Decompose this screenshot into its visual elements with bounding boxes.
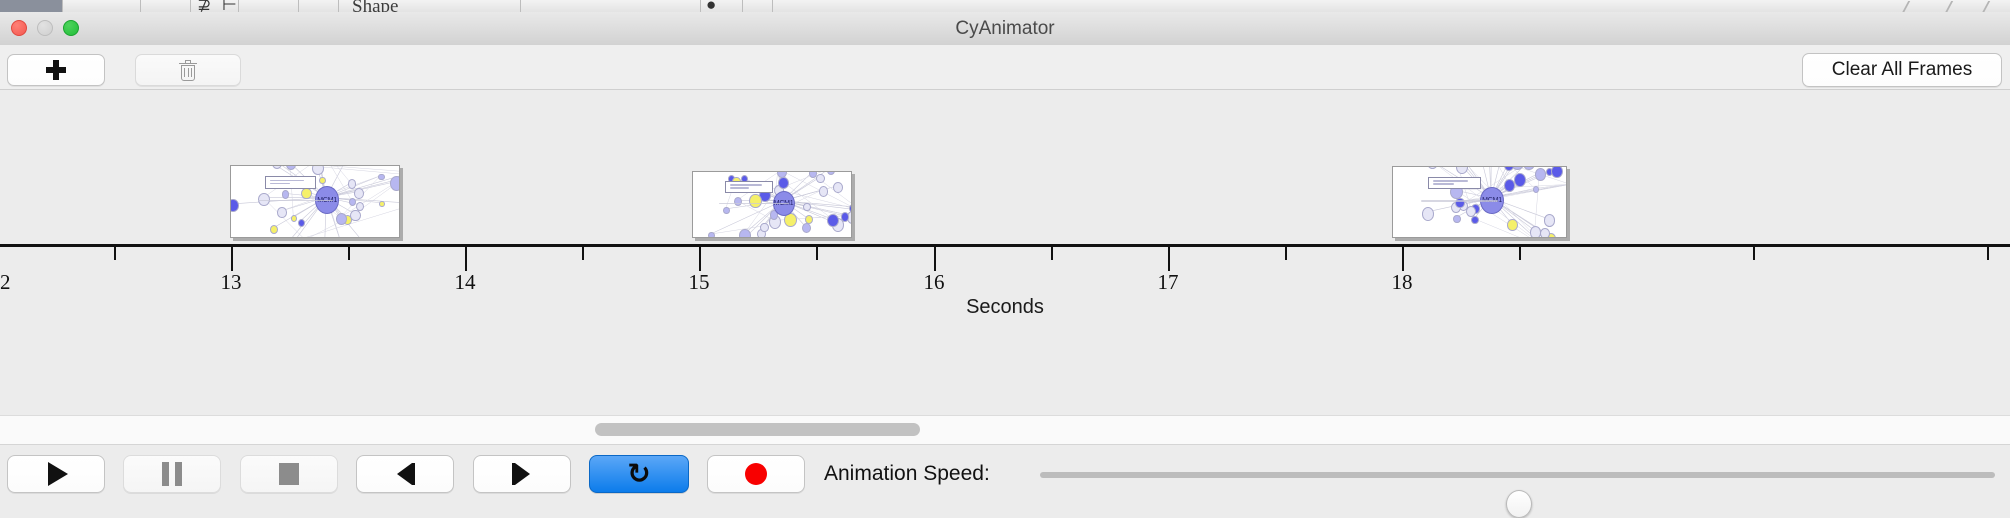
plus-icon [45, 59, 67, 81]
axis-minor-tick [1285, 247, 1287, 260]
stop-icon [279, 463, 299, 485]
graph-node [354, 188, 364, 199]
timeline-frame-thumbnail[interactable]: MCM1 [692, 171, 852, 238]
axis-tick-label: 12 [0, 270, 30, 295]
axis-major-tick [231, 247, 233, 271]
graph-node [298, 219, 305, 227]
animation-speed-knob[interactable] [1506, 490, 1532, 518]
graph-node [319, 177, 326, 184]
window-title: CyAnimator [0, 12, 2010, 45]
skip-forward-button[interactable] [473, 455, 571, 493]
graph-node [350, 210, 361, 222]
axis-minor-tick [816, 247, 818, 260]
title-bar[interactable]: CyAnimator [0, 12, 2010, 46]
axis-minor-tick [1987, 247, 1989, 260]
network-graph-preview: MCM1 [1393, 167, 1566, 237]
graph-node [1471, 216, 1479, 224]
graph-node [1507, 219, 1517, 231]
axis-tick-label: 14 [435, 270, 495, 295]
skip-back-icon [393, 462, 417, 486]
graph-node [734, 197, 742, 206]
axis-major-tick [699, 247, 701, 271]
graph-node [1535, 168, 1546, 180]
graph-node [760, 223, 768, 232]
graph-node [849, 204, 851, 213]
axis-tick-label: 17 [1138, 270, 1198, 295]
delete-frame-button[interactable] [135, 54, 241, 86]
graph-callout-box [265, 176, 316, 188]
record-button[interactable] [707, 455, 805, 493]
graph-node [749, 194, 761, 208]
axis-major-tick [934, 247, 936, 271]
scrollbar-thumb[interactable] [595, 423, 920, 436]
graph-callout-box [725, 181, 773, 192]
axis-tick-label: 16 [904, 270, 964, 295]
graph-node [1422, 207, 1434, 221]
graph-node [1540, 228, 1550, 237]
timeline-scrollbar[interactable] [0, 415, 2010, 445]
graph-node [1453, 215, 1460, 223]
axis-tick-label: 15 [669, 270, 729, 295]
axis-minor-tick [582, 247, 584, 260]
animation-speed-slider[interactable] [1040, 472, 1995, 478]
timeline-axis [0, 244, 2010, 247]
play-icon [48, 462, 68, 486]
background-active-tab [0, 0, 62, 12]
graph-node [301, 188, 311, 200]
timeline-frame-thumbnail[interactable]: MCM1 [1392, 166, 1567, 238]
axis-minor-tick [1051, 247, 1053, 260]
clear-all-frames-button[interactable]: Clear All Frames [1802, 53, 2002, 87]
graph-node [270, 225, 278, 234]
graph-node [816, 174, 824, 183]
skip-forward-icon [510, 462, 534, 486]
timeline-frame-thumbnail[interactable]: MCM1 [230, 165, 400, 238]
graph-node [277, 207, 286, 218]
play-button[interactable] [7, 455, 105, 493]
graph-node [390, 176, 399, 191]
graph-node [805, 215, 813, 224]
axis-minor-tick [1519, 247, 1521, 260]
axis-major-tick [1168, 247, 1170, 271]
skip-back-button[interactable] [356, 455, 454, 493]
axis-minor-tick [1753, 247, 1755, 260]
stop-button[interactable] [240, 455, 338, 493]
network-graph-preview: MCM1 [693, 172, 851, 237]
graph-node [312, 166, 323, 175]
graph-node [833, 182, 843, 193]
axis-title-seconds: Seconds [0, 296, 2010, 319]
axis-minor-tick [114, 247, 116, 260]
record-icon [745, 463, 767, 485]
graph-node [739, 229, 751, 237]
add-frame-button[interactable] [7, 54, 105, 86]
axis-major-tick [1402, 247, 1404, 271]
graph-node [349, 198, 356, 206]
graph-node [819, 186, 828, 197]
axis-tick-label: 18 [1372, 270, 1432, 295]
playback-control-bar: ↻ Animation Speed: [0, 444, 2010, 511]
axis-tick-label: 13 [201, 270, 261, 295]
axis-minor-tick [348, 247, 350, 260]
loop-icon: ↻ [627, 460, 650, 488]
graph-node [708, 232, 715, 237]
timeline-track[interactable]: MCM1 MCM1 MCM1 [0, 90, 2010, 415]
network-graph-preview: MCM1 [231, 166, 399, 237]
background-shape-label: Shape [352, 0, 398, 12]
graph-node [778, 177, 789, 189]
trash-icon [179, 60, 197, 81]
animation-speed-label: Animation Speed: [824, 455, 990, 493]
frame-toolbar: Clear All Frames [0, 45, 2010, 90]
graph-callout-box [1428, 177, 1481, 189]
graph-node [1544, 214, 1555, 227]
background-window-strip: ⊉ ⊢ ● Shape [0, 0, 2010, 12]
pause-icon [162, 462, 182, 486]
axis-major-tick [465, 247, 467, 271]
pause-button[interactable] [123, 455, 221, 493]
loop-button[interactable]: ↻ [589, 455, 689, 493]
graph-node [723, 207, 730, 214]
timeline-panel[interactable]: MCM1 MCM1 MCM1 Seconds 12 13 14 15 16 17 18 [0, 90, 2010, 415]
graph-node [378, 174, 384, 181]
